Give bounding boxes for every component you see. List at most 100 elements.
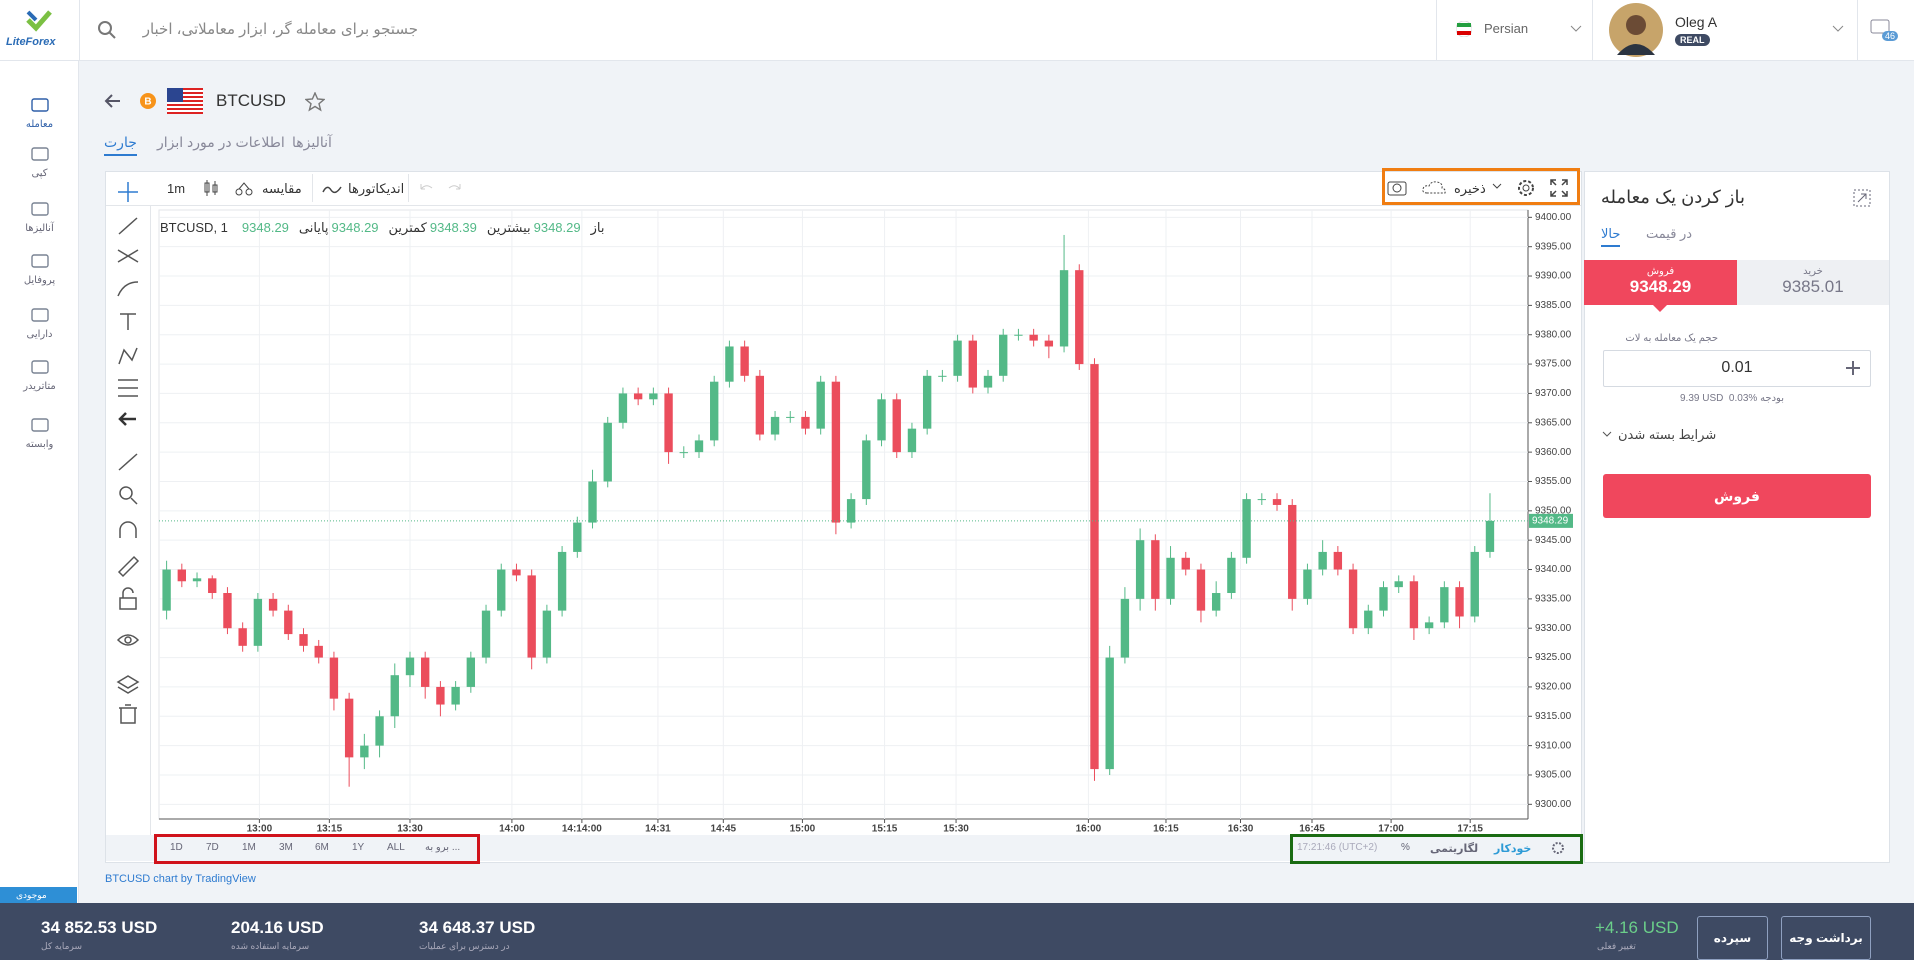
language[interactable]: Persian bbox=[1484, 21, 1529, 36]
tab[interactable]: در قیمت bbox=[1646, 226, 1693, 241]
search-icon bbox=[98, 21, 116, 39]
line-tool[interactable] bbox=[118, 217, 138, 235]
tab[interactable]: حالا bbox=[1601, 226, 1621, 247]
close-conditions[interactable]: شرایط بسته شدن bbox=[1618, 427, 1717, 442]
range-button[interactable]: برو به ... bbox=[425, 842, 461, 853]
candle-body bbox=[1455, 587, 1464, 617]
y-tick-label: 9380.00 bbox=[1535, 329, 1572, 340]
sidebar-icon bbox=[30, 202, 49, 216]
lock-tool[interactable] bbox=[119, 587, 137, 610]
candle-body bbox=[481, 610, 491, 658]
log-toggle[interactable]: لگاریتمی bbox=[1430, 843, 1479, 855]
avatar[interactable] bbox=[1609, 3, 1663, 57]
candle-body bbox=[1120, 598, 1130, 658]
candle-body bbox=[1272, 499, 1282, 505]
fib-tool[interactable] bbox=[117, 249, 139, 263]
back-arrow[interactable] bbox=[104, 92, 122, 110]
layers-tool[interactable] bbox=[116, 675, 140, 694]
stay-drawing-tool[interactable] bbox=[117, 555, 140, 578]
balance-tab[interactable]: موجودی bbox=[0, 887, 77, 903]
percent-toggle[interactable]: % bbox=[1401, 842, 1410, 853]
auto-toggle[interactable]: خودکار bbox=[1494, 843, 1532, 855]
fullscreen-icon[interactable] bbox=[1549, 178, 1569, 198]
text-tool[interactable] bbox=[120, 313, 136, 330]
chart-type-icon[interactable] bbox=[202, 178, 220, 198]
range-button[interactable]: 6M bbox=[315, 842, 329, 853]
buy-price-box[interactable]: خرید 9385.01 bbox=[1737, 260, 1889, 305]
last-price-box bbox=[1529, 513, 1573, 528]
tools-divider bbox=[150, 206, 151, 839]
axis-settings-icon[interactable] bbox=[1550, 840, 1566, 856]
settings-icon[interactable] bbox=[1515, 177, 1537, 199]
candle-body bbox=[755, 375, 765, 435]
sidebar-item[interactable]: متاتریدر bbox=[0, 358, 79, 392]
compare-icon[interactable] bbox=[234, 180, 254, 198]
chat-icon[interactable] bbox=[1870, 18, 1894, 40]
withdraw-button[interactable]: برداشت وجه bbox=[1781, 916, 1871, 960]
candle-body bbox=[1029, 334, 1038, 341]
cloud-icon[interactable] bbox=[1421, 179, 1447, 195]
sell-label: فروش bbox=[1646, 266, 1675, 277]
tab[interactable]: آنالیزها bbox=[292, 134, 332, 150]
favorite-star[interactable] bbox=[305, 92, 325, 112]
save[interactable]: ذخیره bbox=[1454, 181, 1486, 196]
volume-input[interactable] bbox=[1603, 350, 1871, 387]
indicators[interactable]: اندیکاتورها bbox=[348, 181, 405, 196]
prediction-tool[interactable] bbox=[118, 379, 138, 397]
range-button[interactable]: 1Y bbox=[352, 842, 365, 853]
popout-icon[interactable] bbox=[1852, 188, 1872, 208]
sell-price-box[interactable]: فروش 9348.29 bbox=[1584, 260, 1737, 305]
brush-tool[interactable] bbox=[117, 281, 139, 297]
candle-body bbox=[1242, 499, 1251, 558]
pattern-tool[interactable] bbox=[118, 347, 138, 365]
sidebar-item[interactable]: دارایی bbox=[0, 306, 79, 340]
search-input[interactable]: جستجو برای معامله گر، ابزار معاملاتی، اخ… bbox=[142, 21, 418, 38]
svg-text:B: B bbox=[144, 97, 151, 108]
zoom-tool[interactable] bbox=[119, 486, 138, 505]
credit[interactable]: BTCUSD chart by TradingView bbox=[105, 873, 256, 885]
range-button[interactable]: 3M bbox=[279, 842, 293, 853]
range-button[interactable]: 7D bbox=[206, 842, 219, 853]
interval[interactable]: 1m bbox=[167, 181, 186, 196]
divider bbox=[1592, 0, 1593, 61]
undo-redo[interactable] bbox=[418, 180, 464, 196]
sidebar-icon bbox=[30, 308, 49, 322]
magnet-tool[interactable] bbox=[119, 521, 137, 538]
sidebar-item[interactable]: کپی bbox=[0, 145, 79, 179]
range-button[interactable]: 1M bbox=[242, 842, 256, 853]
notification-count: 46 bbox=[1882, 31, 1899, 41]
candle-body bbox=[299, 634, 308, 646]
candle-body bbox=[512, 569, 521, 576]
compare[interactable]: مقایسه bbox=[262, 181, 302, 196]
delete-tool[interactable] bbox=[119, 704, 137, 724]
hide-tool[interactable] bbox=[118, 412, 136, 426]
sidebar-item[interactable]: پروفایل bbox=[0, 252, 79, 286]
sidebar-item[interactable]: معامله bbox=[0, 96, 79, 130]
x-tick-label: 16:00 bbox=[1076, 824, 1102, 835]
indicators-icon[interactable] bbox=[322, 182, 342, 196]
ruler-tool[interactable] bbox=[118, 453, 138, 471]
candle-body bbox=[968, 340, 977, 388]
toolbar-divider bbox=[106, 205, 1581, 206]
candle-body bbox=[588, 481, 597, 523]
x-tick-label: 17:15 bbox=[1457, 824, 1483, 835]
tab[interactable]: اطلاعات در مورد ابزار bbox=[157, 134, 285, 150]
crosshair-tool[interactable] bbox=[118, 182, 138, 202]
range-button[interactable]: 1D bbox=[170, 842, 183, 853]
buy-price: 9385.01 bbox=[1782, 277, 1844, 296]
plus-icon[interactable] bbox=[1845, 360, 1861, 376]
divider bbox=[1857, 0, 1858, 61]
tab[interactable]: جارت bbox=[104, 134, 137, 156]
sell-button[interactable]: فروش bbox=[1603, 474, 1871, 518]
candle-body bbox=[1211, 593, 1221, 611]
visibility-tool[interactable] bbox=[116, 634, 140, 646]
candle-body bbox=[192, 578, 202, 582]
deposit-button[interactable]: سپرده bbox=[1697, 916, 1768, 960]
x-tick-label: 15:15 bbox=[872, 824, 898, 835]
screenshot-icon[interactable] bbox=[1386, 177, 1408, 197]
x-tick-label: 13:00 bbox=[247, 824, 273, 835]
range-button[interactable]: ALL bbox=[387, 842, 405, 853]
candle-body bbox=[1196, 569, 1206, 611]
sidebar-item[interactable]: آنالیزها bbox=[0, 200, 79, 234]
sidebar-item[interactable]: وابسته bbox=[0, 416, 79, 450]
